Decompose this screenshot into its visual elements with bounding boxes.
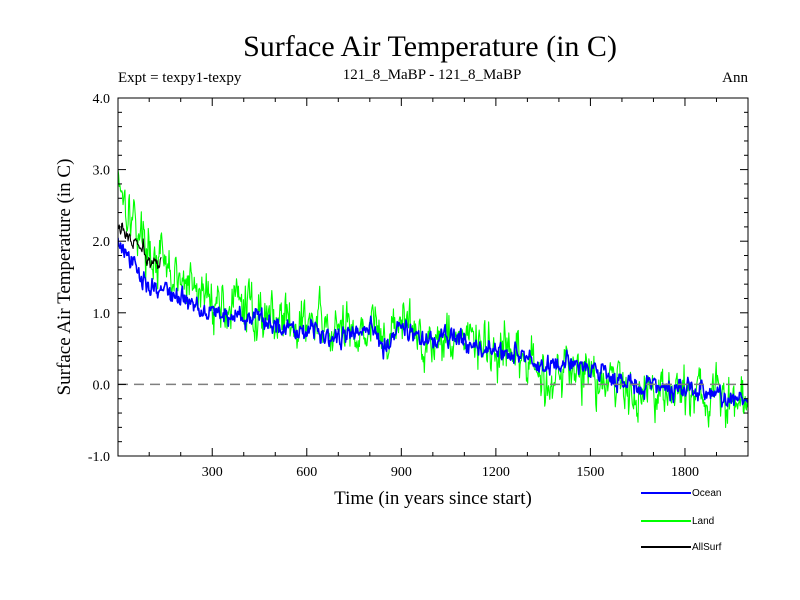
- subtitle-left: Expt = texpy1-texpy: [118, 70, 242, 86]
- y-tick-label: 0.0: [93, 378, 111, 393]
- x-axis-label: Time (in years since start): [334, 488, 532, 509]
- y-tick-label: 4.0: [93, 92, 111, 107]
- subtitle-right: Ann: [722, 70, 748, 86]
- y-axis-label: Surface Air Temperature (in C): [54, 159, 75, 396]
- y-tick-label: -1.0: [88, 450, 110, 465]
- x-tick-label: 1800: [671, 465, 699, 480]
- y-tick-label: 2.0: [93, 235, 111, 250]
- legend-label-land: Land: [692, 516, 714, 527]
- x-tick-label: 300: [202, 465, 223, 480]
- y-tick-label: 3.0: [93, 164, 111, 179]
- x-tick-label: 600: [296, 465, 317, 480]
- x-tick-label: 1200: [482, 465, 510, 480]
- legend-label-ocean: Ocean: [692, 488, 721, 499]
- series-line-allsurf: [118, 222, 162, 270]
- legend-label-allsurf: AllSurf: [692, 542, 722, 553]
- series-line-ocean: [118, 237, 748, 408]
- x-tick-label: 1500: [576, 465, 604, 480]
- x-tick-label: 900: [391, 465, 412, 480]
- plot-frame: [117, 97, 749, 457]
- legend: Ocean Land AllSurf: [641, 488, 722, 553]
- chart-title: Surface Air Temperature (in C): [243, 30, 617, 63]
- subtitle-center: 121_8_MaBP - 121_8_MaBP: [343, 67, 522, 83]
- plot-area: 300 600 900 1200 1500 1800 -1.0 0.0 1.0 2.0 3.0 4.0: [88, 92, 749, 480]
- series-group: [118, 169, 748, 429]
- series-line-land: [118, 169, 748, 429]
- y-tick-label: 1.0: [93, 307, 111, 322]
